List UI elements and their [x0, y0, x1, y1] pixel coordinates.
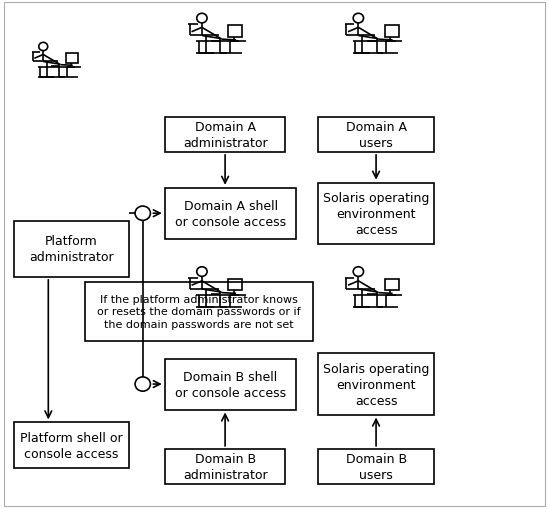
- Text: Solaris operating
environment
access: Solaris operating environment access: [323, 191, 429, 236]
- Text: Domain B shell
or console access: Domain B shell or console access: [175, 370, 286, 399]
- Circle shape: [135, 207, 150, 221]
- FancyBboxPatch shape: [318, 354, 434, 415]
- Text: Domain A
administrator: Domain A administrator: [183, 121, 267, 150]
- FancyBboxPatch shape: [318, 118, 434, 153]
- FancyBboxPatch shape: [85, 282, 313, 341]
- FancyBboxPatch shape: [165, 188, 296, 239]
- FancyBboxPatch shape: [165, 118, 285, 153]
- Text: If the platform administrator knows
or resets the domain passwords or if
the dom: If the platform administrator knows or r…: [97, 294, 301, 329]
- FancyBboxPatch shape: [14, 221, 129, 277]
- Circle shape: [135, 377, 150, 391]
- Text: Platform shell or
console access: Platform shell or console access: [20, 431, 122, 460]
- Text: Domain B
administrator: Domain B administrator: [183, 452, 267, 480]
- Text: Solaris operating
environment
access: Solaris operating environment access: [323, 362, 429, 407]
- Text: Domain A shell
or console access: Domain A shell or console access: [175, 200, 286, 228]
- Text: Domain B
users: Domain B users: [345, 452, 407, 480]
- Text: Domain A
users: Domain A users: [345, 121, 407, 150]
- FancyBboxPatch shape: [165, 359, 296, 410]
- FancyBboxPatch shape: [165, 449, 285, 484]
- FancyBboxPatch shape: [318, 183, 434, 244]
- FancyBboxPatch shape: [318, 449, 434, 484]
- FancyBboxPatch shape: [14, 422, 129, 468]
- Text: Platform
administrator: Platform administrator: [29, 235, 114, 264]
